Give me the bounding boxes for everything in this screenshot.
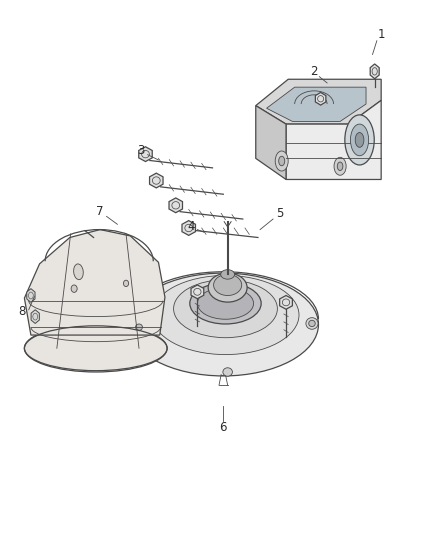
Polygon shape xyxy=(149,173,163,188)
Ellipse shape xyxy=(208,273,247,302)
Polygon shape xyxy=(286,100,381,180)
Polygon shape xyxy=(139,147,152,161)
Ellipse shape xyxy=(283,299,290,306)
Ellipse shape xyxy=(185,224,193,232)
Ellipse shape xyxy=(279,156,285,166)
Ellipse shape xyxy=(318,95,324,102)
Ellipse shape xyxy=(345,115,374,165)
Ellipse shape xyxy=(28,292,33,299)
Ellipse shape xyxy=(128,273,318,376)
Polygon shape xyxy=(256,106,286,180)
Ellipse shape xyxy=(124,280,129,287)
Polygon shape xyxy=(27,289,35,302)
Polygon shape xyxy=(315,92,326,105)
Ellipse shape xyxy=(152,177,160,184)
Ellipse shape xyxy=(152,276,299,354)
Text: 3: 3 xyxy=(138,144,145,157)
Polygon shape xyxy=(256,79,381,124)
Polygon shape xyxy=(191,285,204,298)
Ellipse shape xyxy=(25,325,167,372)
Ellipse shape xyxy=(214,274,242,295)
Text: 8: 8 xyxy=(18,305,26,318)
Ellipse shape xyxy=(172,201,180,209)
Ellipse shape xyxy=(355,133,364,147)
Text: 4: 4 xyxy=(187,221,194,233)
Ellipse shape xyxy=(173,280,277,338)
Text: 7: 7 xyxy=(96,205,104,217)
Ellipse shape xyxy=(141,150,149,158)
Text: 2: 2 xyxy=(311,65,318,78)
Text: 6: 6 xyxy=(219,421,227,434)
Ellipse shape xyxy=(74,264,83,280)
Text: 5: 5 xyxy=(276,207,283,220)
Polygon shape xyxy=(182,221,195,236)
Ellipse shape xyxy=(33,313,38,320)
Ellipse shape xyxy=(190,283,261,324)
Ellipse shape xyxy=(194,288,201,295)
Ellipse shape xyxy=(71,285,77,292)
Ellipse shape xyxy=(309,320,315,327)
Text: 1: 1 xyxy=(378,28,385,41)
Ellipse shape xyxy=(223,368,233,376)
Ellipse shape xyxy=(350,124,369,156)
Polygon shape xyxy=(267,87,366,122)
Polygon shape xyxy=(25,230,165,335)
Ellipse shape xyxy=(372,68,377,75)
Polygon shape xyxy=(279,295,293,309)
Polygon shape xyxy=(31,310,39,324)
Ellipse shape xyxy=(198,288,254,319)
Ellipse shape xyxy=(337,162,343,171)
Ellipse shape xyxy=(221,270,235,279)
Polygon shape xyxy=(169,198,183,213)
Ellipse shape xyxy=(135,324,142,330)
Ellipse shape xyxy=(133,321,145,333)
Ellipse shape xyxy=(275,151,288,171)
Ellipse shape xyxy=(334,157,346,175)
Polygon shape xyxy=(370,64,379,79)
Ellipse shape xyxy=(306,318,318,329)
